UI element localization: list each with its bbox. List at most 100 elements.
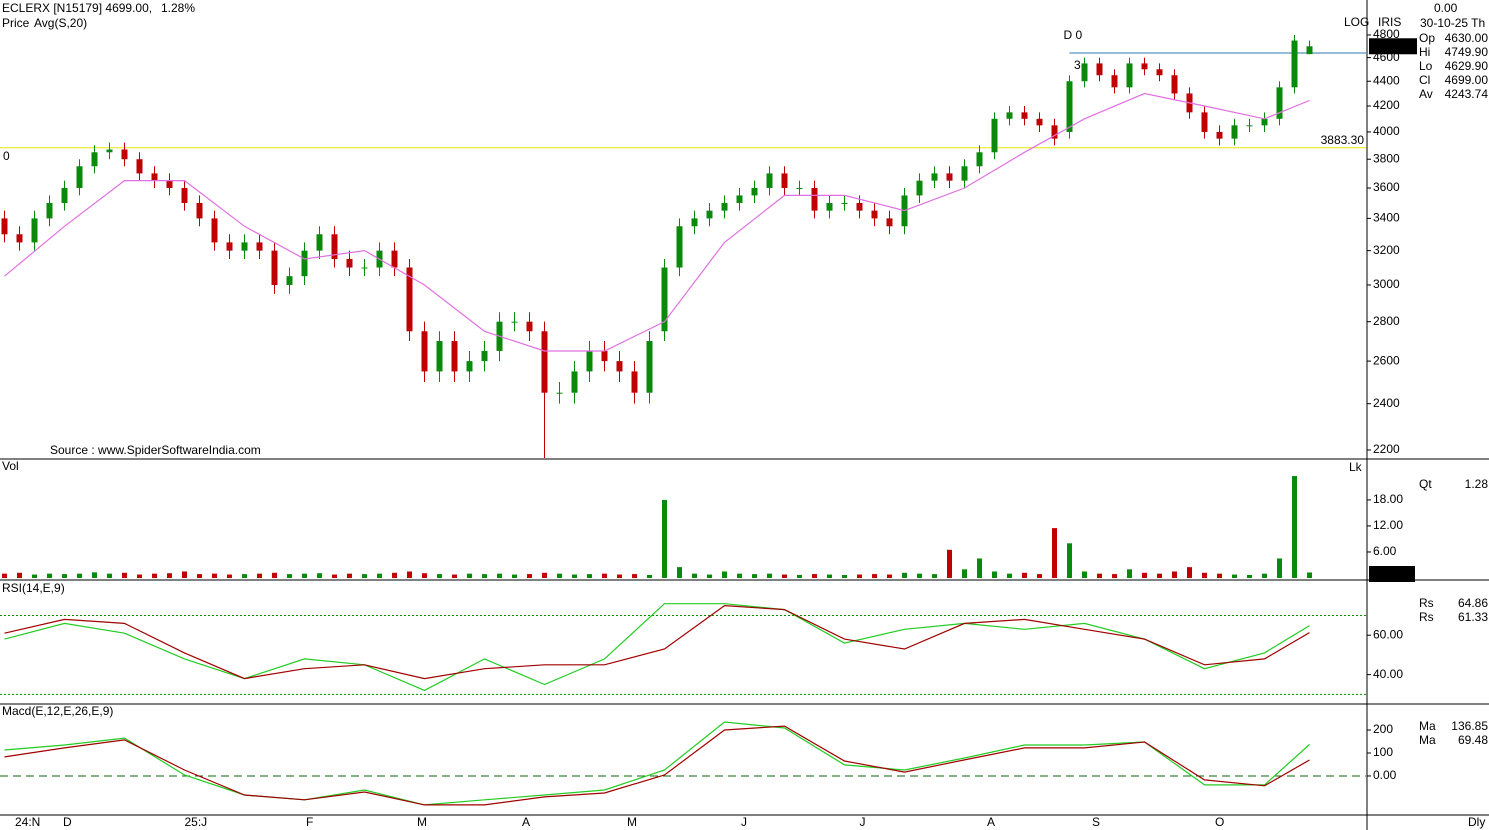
y-tick-label: 12.00 — [1373, 518, 1403, 532]
candle-body — [16, 234, 23, 243]
volume-bar — [407, 571, 412, 578]
value-last: 1.28 — [1465, 477, 1489, 491]
y-tick-label: 4400 — [1373, 73, 1400, 87]
volume-bar — [227, 574, 232, 578]
volume-bar — [497, 573, 502, 578]
candle-body — [271, 250, 278, 285]
volume-bar — [662, 499, 667, 578]
volume-bar — [347, 573, 352, 578]
candle-body — [841, 202, 848, 204]
x-tick-label: 24:N — [15, 815, 40, 829]
candle-body — [586, 350, 593, 372]
volume-bar — [917, 573, 922, 578]
volume-bar — [1067, 543, 1072, 578]
candle-body — [106, 149, 113, 153]
candle-body — [736, 195, 743, 203]
candle-body — [616, 361, 623, 372]
volume-bar — [857, 574, 862, 578]
volume-tag-bg — [1369, 566, 1415, 582]
volume-tag: 1.28 — [1373, 566, 1397, 580]
y-tick-label: 200 — [1373, 722, 1393, 736]
candle-body — [646, 341, 653, 393]
volume-bar — [1262, 573, 1267, 578]
volume-bar — [182, 571, 187, 578]
volume-bar — [842, 574, 847, 578]
candle-body — [256, 242, 263, 251]
volume-bar — [437, 574, 442, 578]
volume-bar — [362, 574, 367, 578]
y-tick-label: 3600 — [1373, 180, 1400, 194]
change: 1.28% — [161, 1, 195, 15]
support-left-label: 0 — [3, 149, 10, 163]
y-tick-label: 2400 — [1373, 396, 1400, 410]
info-label: Hi — [1419, 45, 1430, 59]
candle-body — [1171, 75, 1178, 94]
volume-bar — [1007, 573, 1012, 578]
chart-title: ECLERX [N15179] 4699.00, — [2, 1, 152, 15]
volume-bar — [137, 574, 142, 578]
candle-body — [1126, 63, 1133, 88]
volume-bar — [737, 573, 742, 578]
volume-bar — [977, 558, 982, 578]
legend-avg: Avg(S,20) — [34, 16, 87, 30]
candle-body — [991, 118, 998, 153]
volume-bar — [32, 574, 37, 578]
volume-bar — [992, 571, 997, 578]
candle-body — [466, 361, 473, 372]
candle-body — [1, 218, 8, 235]
volume-bar — [1142, 572, 1147, 578]
candle-body — [346, 259, 353, 268]
legend-label: Rs — [1419, 610, 1434, 624]
volume-bar — [1247, 574, 1252, 578]
legend-label: Rs — [1419, 596, 1434, 610]
candle-body — [526, 321, 533, 332]
volume-bar — [1187, 567, 1192, 578]
candle-body — [361, 267, 368, 269]
volume-bar — [782, 574, 787, 578]
y-tick-label: 3800 — [1373, 151, 1400, 165]
legend-label: Ma — [1419, 733, 1436, 747]
candle-body — [1021, 112, 1028, 119]
candle-body — [286, 276, 293, 285]
candle-body — [166, 180, 173, 188]
x-tick-label: 25:J — [185, 815, 208, 829]
candle-body — [421, 331, 428, 372]
legend-price: Price — [2, 16, 30, 30]
candle-body — [706, 210, 713, 219]
scale-label: LOG — [1344, 15, 1369, 29]
y-tick-label: 40.00 — [1373, 667, 1403, 681]
candle-body — [1231, 125, 1238, 139]
volume-bar — [602, 573, 607, 578]
candle-body — [331, 234, 338, 260]
panel-title: RSI(14,E,9) — [2, 581, 65, 595]
info-value: 4630.00 — [1445, 31, 1489, 45]
volume-bar — [527, 574, 532, 578]
volume-bar — [62, 574, 67, 578]
candle-body — [196, 202, 203, 219]
volume-bar — [377, 573, 382, 578]
volume-bar — [467, 573, 472, 578]
volume-bar — [167, 573, 172, 578]
volume-bar — [1037, 574, 1042, 578]
annotation: 3 — [1074, 58, 1081, 72]
candle-body — [826, 202, 833, 211]
volume-bar — [827, 574, 832, 578]
indicator-line — [4, 725, 1310, 806]
volume-bar — [1292, 476, 1297, 578]
candle-body — [1291, 40, 1298, 88]
y-tick-label: 0.00 — [1373, 768, 1397, 782]
candle-body — [1006, 112, 1013, 119]
candle-body — [481, 350, 488, 362]
candle-body — [121, 149, 128, 160]
y-tick-label: 4800 — [1373, 27, 1400, 41]
candle-body — [451, 341, 458, 372]
support-label: 3883.30 — [1321, 133, 1365, 147]
candle-body — [91, 152, 98, 167]
info-label: Lo — [1419, 59, 1433, 73]
candle-body — [541, 331, 548, 393]
y-tick-label: 60.00 — [1373, 627, 1403, 641]
volume-bar — [242, 574, 247, 578]
annotation: D 0 — [1064, 28, 1083, 42]
candle-body — [976, 152, 983, 167]
